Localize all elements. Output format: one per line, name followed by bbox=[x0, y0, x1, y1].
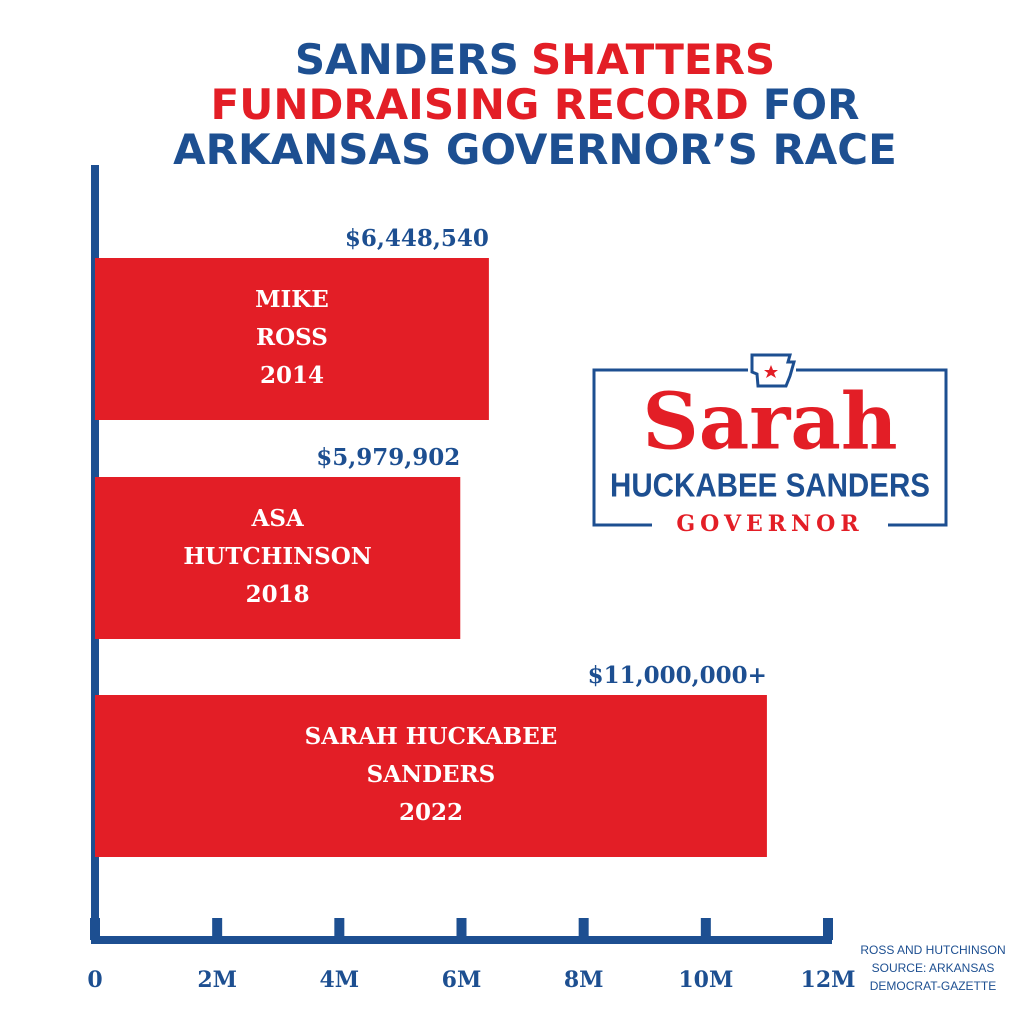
x-tick-label: 12M bbox=[801, 967, 856, 993]
tick-mark bbox=[212, 918, 223, 940]
bar bbox=[95, 258, 489, 420]
tick-mark bbox=[90, 918, 100, 940]
x-tick-label: 10M bbox=[678, 967, 733, 993]
bar-label: ROSS bbox=[256, 324, 328, 351]
logo-subname: HUCKABEE SANDERS bbox=[610, 467, 930, 504]
tick-mark bbox=[823, 918, 833, 940]
source-note: SOURCE: ARKANSAS bbox=[872, 961, 995, 975]
logo-office: GOVERNOR bbox=[676, 511, 863, 537]
value-label: $5,979,902 bbox=[316, 444, 460, 471]
chart-title: SANDERS SHATTERS bbox=[295, 35, 775, 84]
bar-label: MIKE bbox=[255, 286, 329, 313]
title-part: SANDERS bbox=[295, 35, 517, 84]
logo: Sarah HUCKABEE SANDERS GOVERNOR bbox=[592, 352, 948, 538]
chart-title: ARKANSAS GOVERNOR’S RACE bbox=[173, 125, 897, 174]
x-tick-label: 6M bbox=[442, 967, 482, 993]
title-part: SHATTERS bbox=[531, 35, 775, 84]
value-label: $11,000,000+ bbox=[588, 662, 767, 689]
title-part: FUNDRAISING RECORD bbox=[211, 80, 749, 129]
logo-name: Sarah bbox=[642, 377, 897, 468]
bar-label: ASA bbox=[250, 505, 304, 532]
tick-mark bbox=[334, 918, 345, 940]
x-tick-label: 2M bbox=[197, 967, 237, 993]
title-part: ARKANSAS GOVERNOR’S RACE bbox=[173, 125, 897, 174]
logo-star bbox=[764, 365, 778, 378]
bar-label: HUTCHINSON bbox=[183, 543, 371, 570]
tick-mark bbox=[456, 918, 467, 940]
bar-label: 2014 bbox=[260, 362, 324, 389]
tick-mark bbox=[578, 918, 589, 940]
x-tick-label: 0 bbox=[87, 967, 102, 993]
chart-title: FUNDRAISING RECORD FOR bbox=[211, 80, 860, 129]
bar bbox=[95, 695, 767, 857]
bar bbox=[95, 477, 461, 639]
source-note: ROSS AND HUTCHINSON bbox=[860, 943, 1005, 957]
bar-label: 2018 bbox=[246, 581, 310, 608]
value-label: $6,448,540 bbox=[345, 225, 489, 252]
bar-label: 2022 bbox=[399, 799, 463, 826]
bar-label: SARAH HUCKABEE bbox=[305, 723, 558, 750]
title-part: FOR bbox=[763, 80, 860, 129]
x-tick-label: 8M bbox=[564, 967, 604, 993]
x-tick-label: 4M bbox=[319, 967, 359, 993]
tick-mark bbox=[700, 918, 711, 940]
source-note: DEMOCRAT-GAZETTE bbox=[870, 979, 996, 993]
bar-label: SANDERS bbox=[367, 761, 496, 788]
logo-gap bbox=[652, 512, 888, 538]
